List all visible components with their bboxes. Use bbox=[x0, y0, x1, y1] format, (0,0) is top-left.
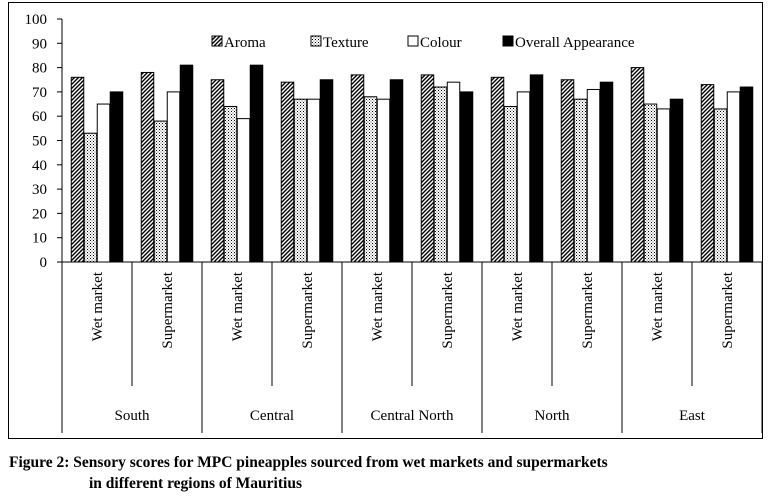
x-category-label: Supermarket bbox=[440, 271, 456, 348]
caption-line-2: in different regions of Mauritius bbox=[89, 475, 302, 492]
legend-label: Aroma bbox=[224, 35, 266, 51]
bar-overall-appearance bbox=[599, 81, 614, 263]
x-region-label: Central bbox=[250, 408, 294, 424]
x-axis-labels: Wet market Supermarket Wet market Supermark… bbox=[90, 271, 736, 424]
bar-overall-appearance bbox=[529, 74, 544, 263]
y-tick-label: 0 bbox=[40, 255, 48, 271]
x-category-label: Wet market bbox=[650, 271, 666, 341]
y-tick-label: 50 bbox=[32, 134, 47, 150]
bar-texture bbox=[433, 86, 448, 263]
bars bbox=[70, 64, 754, 263]
y-tick-label: 80 bbox=[32, 61, 47, 77]
y-tick-label: 10 bbox=[32, 231, 47, 247]
figure-caption: Figure 2: Sensory scores for MPC pineapp… bbox=[9, 452, 764, 494]
bar-colour bbox=[306, 98, 321, 263]
bar-colour bbox=[726, 91, 741, 263]
bar-texture bbox=[83, 132, 98, 263]
y-tick-label: 30 bbox=[32, 182, 47, 198]
legend-label: Overall Appearance bbox=[515, 35, 635, 51]
y-tick-label: 40 bbox=[32, 158, 47, 174]
bar-texture bbox=[643, 103, 658, 263]
bar-texture bbox=[573, 98, 588, 263]
bar-overall-appearance bbox=[109, 91, 124, 263]
bar-aroma bbox=[70, 76, 85, 263]
bar-aroma bbox=[490, 76, 505, 263]
x-category-label: Wet market bbox=[230, 271, 246, 341]
x-region-label: Central North bbox=[371, 408, 454, 424]
legend-label: Texture bbox=[323, 35, 369, 51]
y-tick-label: 100 bbox=[25, 12, 48, 28]
x-category-label: Wet market bbox=[510, 271, 526, 341]
bar-colour bbox=[166, 91, 181, 263]
bar-aroma bbox=[140, 71, 155, 263]
chart-border bbox=[8, 2, 763, 439]
bar-chart: 0 10 20 30 40 50 60 70 80 90 100 Wet market Superma… bbox=[8, 2, 763, 439]
x-category-label: Wet market bbox=[90, 271, 106, 341]
bar-colour bbox=[236, 118, 251, 263]
bar-overall-appearance bbox=[669, 98, 684, 263]
bar-aroma bbox=[700, 84, 715, 263]
bar-overall-appearance bbox=[319, 79, 334, 263]
x-region-label: North bbox=[535, 408, 570, 424]
bar-aroma bbox=[420, 74, 435, 263]
bar-aroma bbox=[350, 74, 365, 263]
bar-aroma bbox=[630, 67, 645, 263]
legend-label: Colour bbox=[420, 35, 462, 51]
x-category-label: Supermarket bbox=[300, 271, 316, 348]
y-tick-label: 20 bbox=[32, 206, 47, 222]
bar-texture bbox=[153, 120, 168, 263]
bar-overall-appearance bbox=[249, 64, 264, 263]
x-category-label: Wet market bbox=[370, 271, 386, 341]
y-tick-label: 70 bbox=[32, 85, 47, 101]
bar-overall-appearance bbox=[179, 64, 194, 263]
bar-colour bbox=[656, 108, 671, 263]
bar-colour bbox=[96, 103, 111, 263]
bar-texture bbox=[503, 105, 518, 263]
x-category-label: Supermarket bbox=[580, 271, 596, 348]
x-region-label: East bbox=[679, 408, 706, 424]
bar-colour bbox=[516, 91, 531, 263]
caption-line-1: Figure 2: Sensory scores for MPC pineapp… bbox=[9, 454, 608, 471]
bar-overall-appearance bbox=[739, 86, 754, 263]
y-tick-label: 90 bbox=[32, 36, 47, 52]
x-region-label: South bbox=[114, 408, 150, 424]
bar-texture bbox=[713, 108, 728, 263]
legend-swatch bbox=[407, 35, 419, 47]
legend-swatch bbox=[502, 35, 514, 47]
x-category-label: Supermarket bbox=[160, 271, 176, 348]
bar-colour bbox=[586, 88, 601, 263]
bar-overall-appearance bbox=[459, 91, 474, 263]
y-tick-label: 60 bbox=[32, 109, 47, 125]
legend: Aroma Texture Colour Overall Appearance bbox=[211, 35, 635, 51]
bar-aroma bbox=[560, 79, 575, 263]
bar-aroma bbox=[280, 81, 295, 263]
bar-colour bbox=[446, 81, 461, 263]
bar-texture bbox=[363, 96, 378, 263]
bar-overall-appearance bbox=[389, 79, 404, 263]
bar-colour bbox=[376, 98, 391, 263]
x-category-label: Supermarket bbox=[720, 271, 736, 348]
bar-texture bbox=[223, 105, 238, 263]
legend-swatch bbox=[211, 35, 223, 47]
bar-texture bbox=[293, 98, 308, 263]
legend-swatch bbox=[310, 35, 322, 47]
bar-aroma bbox=[210, 79, 225, 263]
